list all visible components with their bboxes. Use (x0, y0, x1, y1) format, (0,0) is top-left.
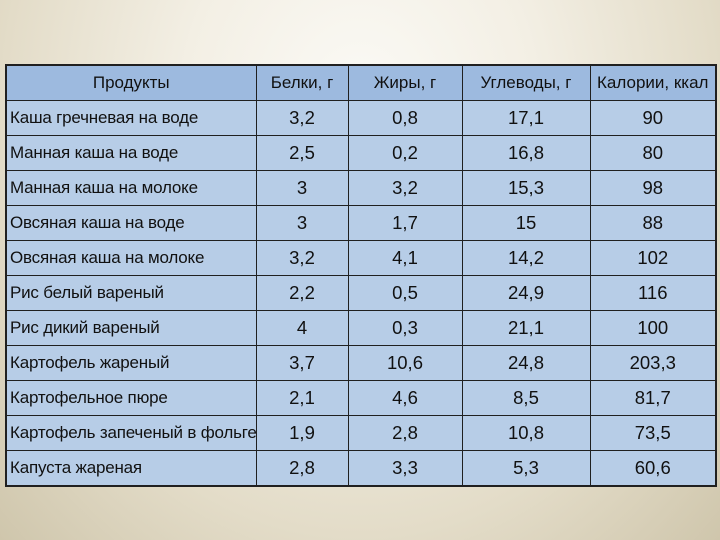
cell-carbs: 21,1 (461, 310, 591, 346)
table-row: Картофель жареный 3,7 10,6 24,8 203,3 (5, 345, 717, 381)
cell-calories: 102 (589, 240, 717, 276)
table-row: Каша гречневая на воде 3,2 0,8 17,1 90 (5, 100, 717, 136)
cell-product: Манная каша на воде (5, 135, 257, 171)
cell-product: Овсяная каша на молоке (5, 240, 257, 276)
cell-fat: 0,5 (347, 275, 463, 311)
cell-fat: 3,2 (347, 170, 463, 206)
header-fat: Жиры, г (347, 64, 463, 101)
cell-protein: 3,2 (255, 240, 349, 276)
cell-fat: 3,3 (347, 450, 463, 487)
cell-calories: 80 (589, 135, 717, 171)
cell-fat: 2,8 (347, 415, 463, 451)
cell-carbs: 10,8 (461, 415, 591, 451)
cell-calories: 60,6 (589, 450, 717, 487)
cell-carbs: 16,8 (461, 135, 591, 171)
table-row: Овсяная каша на молоке 3,2 4,1 14,2 102 (5, 240, 717, 276)
header-carbs: Углеводы, г (461, 64, 591, 101)
table-row: Картофель запеченый в фольге 1,9 2,8 10,8 73… (5, 415, 717, 451)
cell-carbs: 5,3 (461, 450, 591, 487)
table-row: Рис дикий вареный 4 0,3 21,1 100 (5, 310, 717, 346)
cell-fat: 4,1 (347, 240, 463, 276)
table-row: Овсяная каша на воде 3 1,7 15 88 (5, 205, 717, 241)
cell-calories: 203,3 (589, 345, 717, 381)
cell-calories: 100 (589, 310, 717, 346)
cell-protein: 3,7 (255, 345, 349, 381)
cell-fat: 10,6 (347, 345, 463, 381)
cell-fat: 4,6 (347, 380, 463, 416)
cell-product: Рис белый вареный (5, 275, 257, 311)
cell-calories: 81,7 (589, 380, 717, 416)
cell-calories: 116 (589, 275, 717, 311)
table-row: Картофельное пюре 2,1 4,6 8,5 81,7 (5, 380, 717, 416)
cell-protein: 2,2 (255, 275, 349, 311)
table-body: Каша гречневая на воде 3,2 0,8 17,1 90 Манная… (5, 100, 717, 487)
cell-protein: 1,9 (255, 415, 349, 451)
cell-product: Картофель запеченый в фольге (5, 415, 257, 451)
cell-carbs: 17,1 (461, 100, 591, 136)
cell-protein: 2,8 (255, 450, 349, 487)
header-protein: Белки, г (255, 64, 349, 101)
cell-fat: 0,8 (347, 100, 463, 136)
header-calories: Калории, ккал (589, 64, 717, 101)
cell-calories: 88 (589, 205, 717, 241)
cell-carbs: 14,2 (461, 240, 591, 276)
cell-protein: 2,1 (255, 380, 349, 416)
nutrition-table: Продукты Белки, г Жиры, г Углеводы, г Ка… (5, 64, 717, 487)
cell-product: Капуста жареная (5, 450, 257, 487)
table-header: Продукты Белки, г Жиры, г Углеводы, г Ка… (5, 64, 717, 101)
cell-protein: 2,5 (255, 135, 349, 171)
cell-fat: 0,2 (347, 135, 463, 171)
cell-product: Манная каша на молоке (5, 170, 257, 206)
cell-calories: 73,5 (589, 415, 717, 451)
cell-carbs: 24,8 (461, 345, 591, 381)
cell-protein: 3,2 (255, 100, 349, 136)
table-row: Рис белый вареный 2,2 0,5 24,9 116 (5, 275, 717, 311)
cell-product: Картофель жареный (5, 345, 257, 381)
table-row: Капуста жареная 2,8 3,3 5,3 60,6 (5, 450, 717, 487)
cell-carbs: 15,3 (461, 170, 591, 206)
cell-product: Рис дикий вареный (5, 310, 257, 346)
cell-calories: 98 (589, 170, 717, 206)
header-product: Продукты (5, 64, 257, 101)
cell-carbs: 15 (461, 205, 591, 241)
cell-product: Овсяная каша на воде (5, 205, 257, 241)
header-row: Продукты Белки, г Жиры, г Углеводы, г Ка… (5, 64, 717, 101)
cell-protein: 3 (255, 170, 349, 206)
cell-fat: 0,3 (347, 310, 463, 346)
table-row: Манная каша на молоке 3 3,2 15,3 98 (5, 170, 717, 206)
cell-protein: 4 (255, 310, 349, 346)
cell-product: Картофельное пюре (5, 380, 257, 416)
cell-product: Каша гречневая на воде (5, 100, 257, 136)
cell-calories: 90 (589, 100, 717, 136)
cell-carbs: 24,9 (461, 275, 591, 311)
cell-carbs: 8,5 (461, 380, 591, 416)
table-row: Манная каша на воде 2,5 0,2 16,8 80 (5, 135, 717, 171)
cell-fat: 1,7 (347, 205, 463, 241)
cell-protein: 3 (255, 205, 349, 241)
